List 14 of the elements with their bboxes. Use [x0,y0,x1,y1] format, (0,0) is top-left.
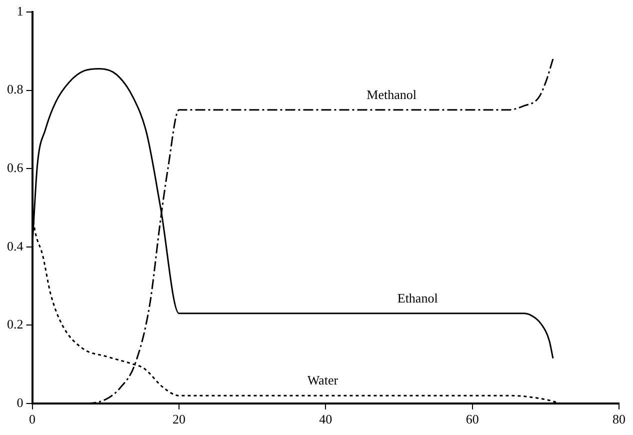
y-tick-label: 0.2 [7,316,24,332]
series-label: Methanol [366,86,417,102]
y-tick-label: 0 [16,394,24,410]
series-label: Water [307,372,339,388]
y-tick-label: 0.8 [7,82,24,97]
x-tick-label: 0 [29,412,36,427]
x-tick-label: 40 [319,412,332,427]
series-label: Ethanol [397,290,438,306]
y-tick-label: 1 [16,3,24,18]
y-tick-label: 0.6 [7,160,24,175]
y-tick-label: 0.4 [7,238,24,254]
x-tick-label: 80 [612,412,626,427]
x-tick-label: 20 [172,412,186,427]
x-tick-label: 60 [466,412,479,427]
